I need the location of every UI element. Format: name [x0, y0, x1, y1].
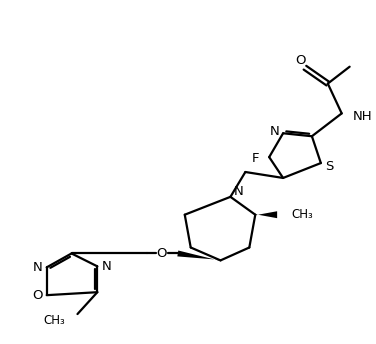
Text: N: N: [269, 125, 279, 138]
Text: O: O: [296, 54, 306, 67]
Text: CH₃: CH₃: [291, 208, 313, 221]
Text: F: F: [252, 152, 259, 164]
Polygon shape: [177, 250, 221, 261]
Text: O: O: [32, 289, 43, 302]
Text: S: S: [326, 160, 334, 173]
Polygon shape: [255, 211, 277, 218]
Text: CH₃: CH₃: [44, 313, 65, 326]
Text: NH: NH: [353, 110, 372, 123]
Text: N: N: [102, 260, 111, 273]
Text: O: O: [157, 247, 167, 260]
Text: N: N: [233, 185, 243, 198]
Text: N: N: [33, 261, 42, 274]
